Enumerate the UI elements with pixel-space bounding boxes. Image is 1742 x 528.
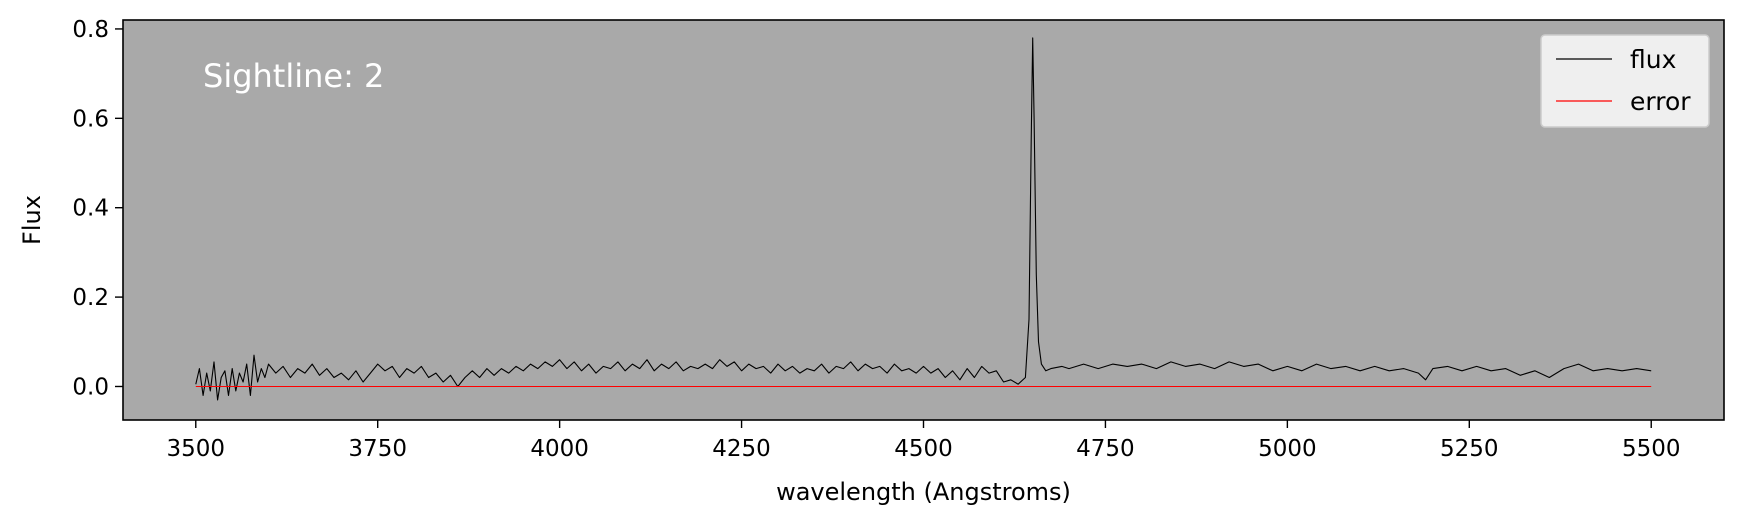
x-tick-label: 5500: [1622, 436, 1681, 462]
legend-flux-label: flux: [1630, 45, 1676, 74]
x-tick-label: 4750: [1076, 436, 1135, 462]
legend-box: [1540, 34, 1710, 128]
x-tick-label: 5000: [1258, 436, 1317, 462]
x-axis-label: wavelength (Angstroms): [776, 478, 1071, 506]
legend-error-label: error: [1630, 87, 1691, 116]
plot-area: [123, 20, 1724, 420]
x-tick-label: 4500: [894, 436, 953, 462]
x-axis: 3500 3750 4000 4250 4500 4750 5000 5250 5500: [166, 420, 1681, 462]
series-layer: [195, 37, 1652, 401]
y-tick-label: 0.0: [72, 374, 109, 400]
legend: flux error: [1540, 34, 1710, 128]
series-line-flux: [195, 37, 1652, 401]
x-tick-label: 3500: [166, 436, 225, 462]
y-tick-label: 0.8: [72, 17, 109, 43]
y-axis-label: Flux: [18, 195, 46, 245]
x-tick-label: 5250: [1440, 436, 1499, 462]
y-tick-label: 0.4: [72, 196, 109, 222]
x-tick-label: 4250: [712, 436, 771, 462]
y-tick-label: 0.2: [72, 285, 109, 311]
sightline-annotation: Sightline: 2: [203, 57, 384, 95]
x-tick-label: 3750: [348, 436, 407, 462]
y-tick-label: 0.6: [72, 106, 109, 132]
y-axis: 0.0 0.2 0.4 0.6 0.8: [72, 17, 123, 400]
x-tick-label: 4000: [530, 436, 589, 462]
